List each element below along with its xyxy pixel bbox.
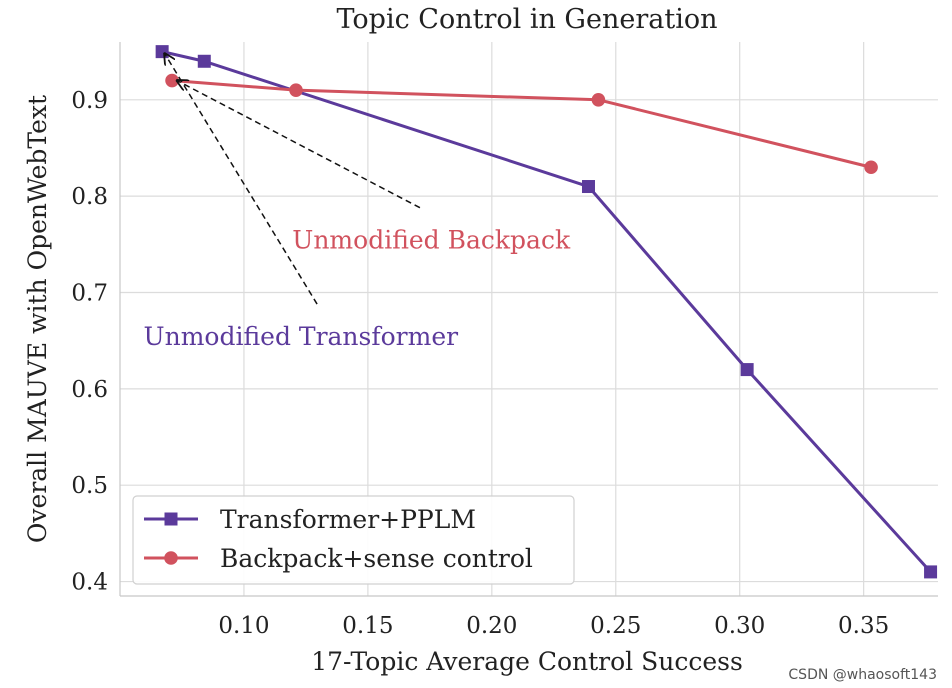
data-point — [740, 363, 754, 377]
data-point — [289, 83, 303, 97]
data-point — [924, 565, 938, 579]
legend: Transformer+PPLM Backpack+sense control — [132, 495, 575, 585]
annotation-text: Unmodified Backpack — [292, 226, 571, 255]
series-layer — [155, 45, 938, 579]
data-point — [864, 160, 878, 175]
annotation-layer: Unmodified Backpack Unmodified Transforme… — [144, 54, 571, 351]
annotation-1: Unmodified Transformer — [144, 54, 459, 351]
series-line — [171, 79, 872, 169]
series-line — [161, 50, 932, 573]
watermark: CSDN @whaosoft143 — [788, 667, 937, 683]
annotation-0: Unmodified Backpack — [177, 81, 571, 255]
legend-entry-0: Transformer+PPLM — [144, 505, 476, 534]
legend-label: Transformer+PPLM — [220, 505, 476, 534]
data-point — [155, 45, 169, 59]
y-tick-label: 0.6 — [71, 377, 108, 403]
axes — [119, 42, 938, 597]
x-tick-label: 0.25 — [590, 613, 641, 639]
y-tick-label: 0.4 — [71, 570, 108, 596]
legend-box — [132, 495, 575, 585]
data-point — [165, 73, 179, 88]
legend-label: Backpack+sense control — [220, 544, 533, 573]
x-tick-labels: 0.10 0.15 0.20 0.25 0.30 0.35 — [218, 613, 889, 639]
y-axis-label: Overall MAUVE with OpenWebText — [23, 95, 52, 543]
y-tick-label: 0.9 — [71, 88, 108, 114]
y-tick-label: 0.7 — [71, 281, 108, 307]
x-tick-label: 0.15 — [342, 613, 393, 639]
annotation-arrow — [165, 54, 318, 305]
x-tick-label: 0.10 — [218, 613, 269, 639]
annotation-arrow — [177, 81, 421, 209]
x-tick-label: 0.30 — [714, 613, 765, 639]
y-tick-label: 0.8 — [71, 184, 108, 210]
annotation-text: Unmodified Transformer — [144, 322, 459, 351]
chart-title: Topic Control in Generation — [337, 4, 718, 35]
data-point — [581, 180, 595, 194]
x-tick-label: 0.35 — [838, 613, 889, 639]
series-1 — [165, 73, 878, 175]
x-tick-label: 0.20 — [466, 613, 517, 639]
data-point — [197, 54, 211, 68]
data-point — [591, 93, 606, 107]
y-tick-label: 0.5 — [71, 473, 108, 499]
y-tick-labels: 0.4 0.5 0.6 0.7 0.8 0.9 — [71, 88, 108, 596]
legend-entry-1: Backpack+sense control — [144, 544, 533, 573]
legend-marker — [164, 512, 178, 526]
x-axis-label: 17-Topic Average Control Success — [311, 647, 743, 676]
legend-marker — [164, 551, 178, 565]
